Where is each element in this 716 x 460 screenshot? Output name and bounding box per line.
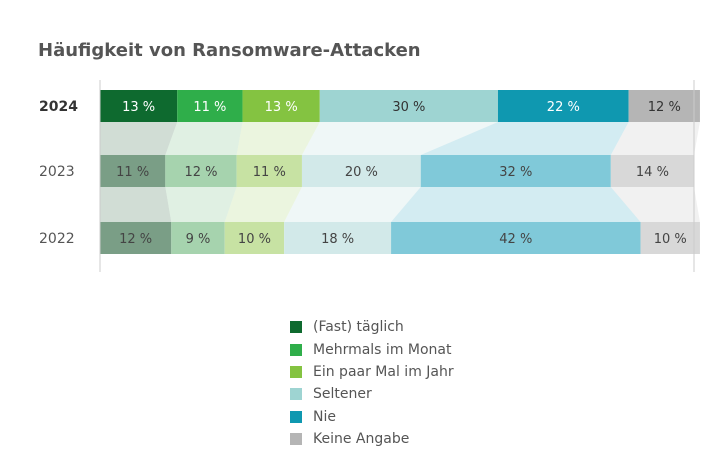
data-label: 13 % <box>265 100 298 115</box>
bar-segment <box>391 222 641 254</box>
bar-segment <box>100 155 166 187</box>
bar-segment <box>242 90 320 122</box>
stacked-bar-chart: 13 % 11 % 13 % 30 % 22 % 12 % 2024 11 % 12 % 11 %… <box>39 80 700 272</box>
bar-segment <box>420 155 611 187</box>
data-label: 10 % <box>654 232 687 247</box>
connector-band <box>224 187 302 222</box>
category-label: 2022 <box>39 231 75 247</box>
legend-swatch <box>290 365 302 378</box>
data-label: 12 % <box>184 165 217 180</box>
data-label: 11 % <box>193 100 226 115</box>
bar-segment <box>100 90 178 122</box>
data-label: 12 % <box>648 100 681 115</box>
connector-band <box>391 187 641 222</box>
connector-band <box>301 122 498 155</box>
bar-segment <box>301 155 421 187</box>
data-label: 18 % <box>321 232 354 247</box>
legend-label: Keine Angabe <box>313 431 410 448</box>
legend-swatch <box>290 410 302 423</box>
category-label: 2023 <box>39 164 75 180</box>
legend-item: Nie <box>290 406 454 428</box>
connector-band <box>610 122 700 155</box>
data-label: 32 % <box>499 165 532 180</box>
legend-swatch <box>290 388 302 401</box>
connector-band <box>100 122 178 155</box>
legend-label: Nie <box>313 408 336 425</box>
legend-swatch <box>290 321 302 334</box>
legend-label: Seltener <box>313 386 372 403</box>
legend-label: Mehrmals im Monat <box>313 341 452 358</box>
bar-segment <box>165 155 237 187</box>
connector-band <box>420 122 629 155</box>
bar-segment <box>628 90 700 122</box>
data-label: 13 % <box>122 100 155 115</box>
legend-item: Keine Angabe <box>290 428 454 450</box>
connector-band <box>165 122 243 155</box>
bar-segment <box>610 155 694 187</box>
data-label: 20 % <box>345 165 378 180</box>
legend-item: Mehrmals im Monat <box>290 338 454 360</box>
bar-segment <box>497 90 629 122</box>
chart-legend: (Fast) täglich Mehrmals im Monat Ein paar … <box>290 316 454 450</box>
chart-title: Häufigkeit von Ransomware-Attacken <box>38 40 421 61</box>
bar-segment <box>100 222 172 254</box>
data-label: 11 % <box>116 165 149 180</box>
legend-label: (Fast) täglich <box>313 319 404 336</box>
legend-swatch <box>290 343 302 356</box>
category-label: 2024 <box>39 99 78 115</box>
connector-band <box>284 187 421 222</box>
legend-swatch <box>290 433 302 446</box>
data-label: 42 % <box>499 232 532 247</box>
bar-segment <box>640 222 700 254</box>
connector-band <box>165 187 237 222</box>
connector-band <box>610 187 700 222</box>
bar-segment <box>284 222 392 254</box>
bar-segment <box>236 155 302 187</box>
data-label: 22 % <box>547 100 580 115</box>
data-label: 30 % <box>392 100 425 115</box>
legend-label: Ein paar Mal im Jahr <box>313 363 454 380</box>
data-label: 14 % <box>636 165 669 180</box>
data-label: 10 % <box>238 232 271 247</box>
bar-segment <box>224 222 285 254</box>
legend-item: Ein paar Mal im Jahr <box>290 361 454 383</box>
data-label: 11 % <box>253 165 286 180</box>
legend-item: (Fast) täglich <box>290 316 454 338</box>
legend-item: Seltener <box>290 383 454 405</box>
bar-segment <box>171 222 225 254</box>
connector-band <box>236 122 320 155</box>
connector-band <box>100 187 172 222</box>
data-label: 9 % <box>186 232 211 247</box>
bar-segment <box>177 90 243 122</box>
bar-segment <box>319 90 498 122</box>
data-label: 12 % <box>119 232 152 247</box>
